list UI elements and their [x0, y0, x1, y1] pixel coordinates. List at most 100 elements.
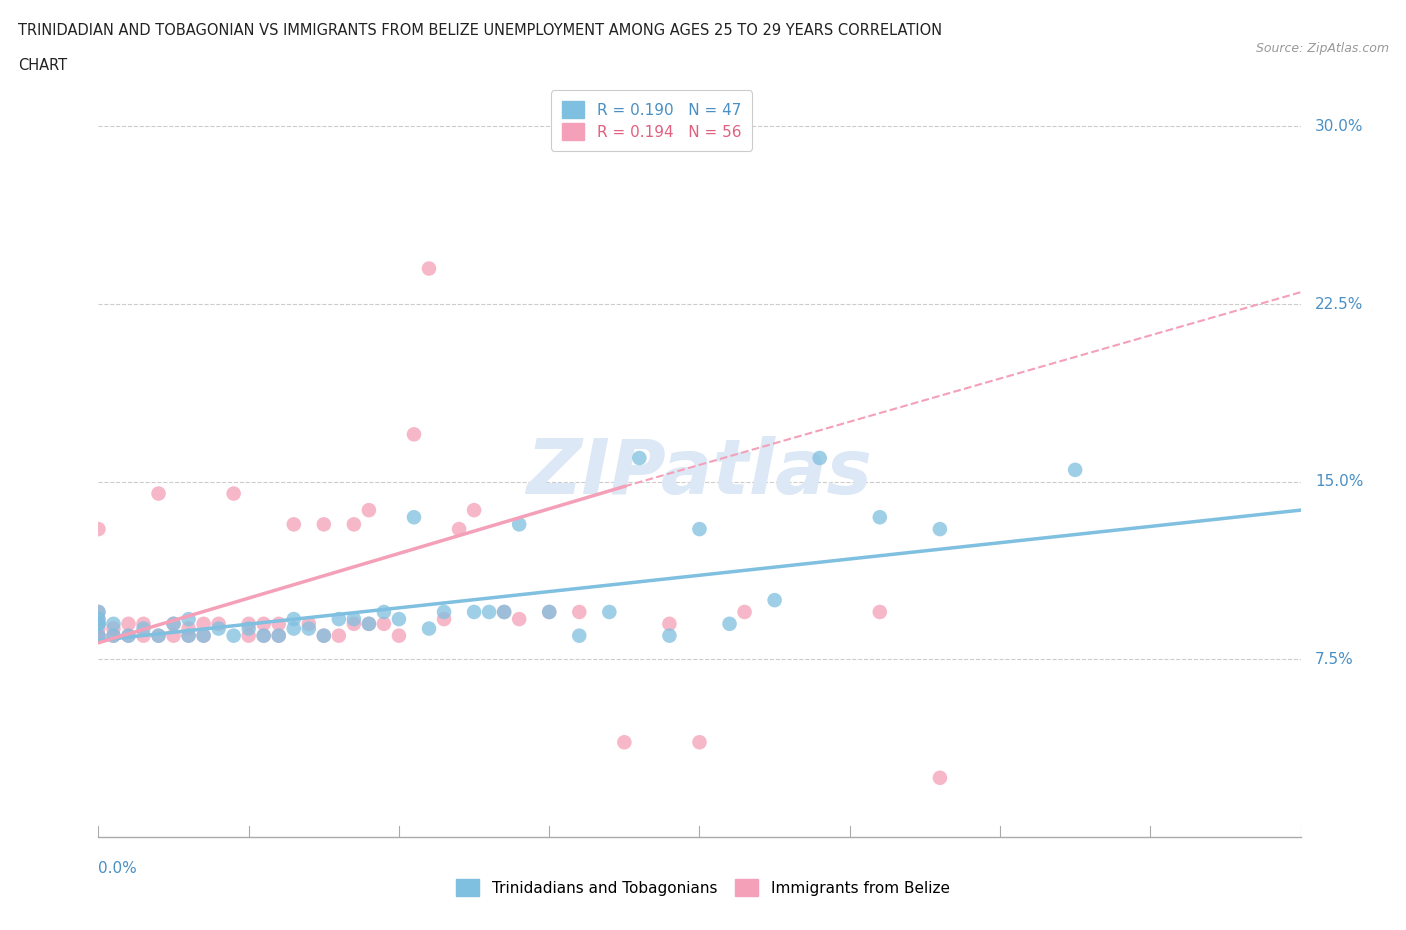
- Point: [568, 604, 591, 619]
- Text: 22.5%: 22.5%: [1315, 297, 1364, 312]
- Point: [132, 629, 155, 644]
- Point: [328, 612, 350, 627]
- Point: [343, 617, 366, 631]
- Point: [193, 617, 215, 631]
- Point: [388, 629, 411, 644]
- Point: [928, 770, 950, 785]
- Point: [177, 621, 200, 636]
- Point: [658, 617, 681, 631]
- Point: [373, 617, 395, 631]
- Point: [177, 629, 200, 644]
- Point: [494, 604, 516, 619]
- Point: [87, 522, 110, 537]
- Point: [718, 617, 741, 631]
- Point: [177, 612, 200, 627]
- Point: [103, 629, 125, 644]
- Point: [343, 612, 366, 627]
- Point: [267, 629, 290, 644]
- Point: [87, 629, 110, 644]
- Point: [87, 617, 110, 631]
- Point: [463, 604, 485, 619]
- Point: [433, 612, 456, 627]
- Point: [298, 617, 321, 631]
- Point: [658, 629, 681, 644]
- Point: [312, 517, 335, 532]
- Point: [208, 621, 231, 636]
- Point: [357, 503, 380, 518]
- Point: [463, 503, 485, 518]
- Point: [283, 612, 305, 627]
- Point: [494, 604, 516, 619]
- Legend: Trinidadians and Tobagonians, Immigrants from Belize: Trinidadians and Tobagonians, Immigrants…: [450, 873, 956, 902]
- Point: [538, 604, 561, 619]
- Point: [87, 617, 110, 631]
- Point: [87, 629, 110, 644]
- Point: [238, 617, 260, 631]
- Point: [388, 612, 411, 627]
- Point: [177, 629, 200, 644]
- Point: [87, 612, 110, 627]
- Point: [87, 612, 110, 627]
- Point: [343, 517, 366, 532]
- Text: 7.5%: 7.5%: [1315, 652, 1354, 667]
- Point: [132, 621, 155, 636]
- Text: Source: ZipAtlas.com: Source: ZipAtlas.com: [1256, 42, 1389, 55]
- Point: [568, 629, 591, 644]
- Point: [117, 617, 139, 631]
- Point: [869, 604, 891, 619]
- Point: [162, 629, 184, 644]
- Text: 0.0%: 0.0%: [98, 861, 138, 876]
- Point: [508, 612, 530, 627]
- Point: [267, 617, 290, 631]
- Text: 15.0%: 15.0%: [1315, 474, 1364, 489]
- Point: [808, 451, 831, 466]
- Point: [117, 629, 139, 644]
- Text: CHART: CHART: [18, 58, 67, 73]
- Point: [373, 604, 395, 619]
- Point: [253, 629, 276, 644]
- Point: [87, 604, 110, 619]
- Point: [447, 522, 470, 537]
- Text: 30.0%: 30.0%: [1315, 119, 1364, 134]
- Point: [298, 621, 321, 636]
- Text: ZIPatlas: ZIPatlas: [526, 436, 873, 511]
- Point: [1064, 462, 1087, 477]
- Point: [193, 629, 215, 644]
- Point: [598, 604, 620, 619]
- Point: [148, 629, 170, 644]
- Point: [478, 604, 501, 619]
- Point: [402, 427, 425, 442]
- Point: [613, 735, 636, 750]
- Point: [117, 629, 139, 644]
- Point: [162, 617, 184, 631]
- Point: [928, 522, 950, 537]
- Point: [312, 629, 335, 644]
- Point: [418, 621, 440, 636]
- Point: [103, 621, 125, 636]
- Point: [312, 629, 335, 644]
- Text: TRINIDADIAN AND TOBAGONIAN VS IMMIGRANTS FROM BELIZE UNEMPLOYMENT AMONG AGES 25 : TRINIDADIAN AND TOBAGONIAN VS IMMIGRANTS…: [18, 23, 942, 38]
- Point: [734, 604, 756, 619]
- Point: [628, 451, 651, 466]
- Point: [87, 629, 110, 644]
- Point: [103, 629, 125, 644]
- Point: [87, 604, 110, 619]
- Point: [538, 604, 561, 619]
- Point: [402, 510, 425, 525]
- Point: [162, 617, 184, 631]
- Point: [87, 621, 110, 636]
- Point: [148, 629, 170, 644]
- Point: [357, 617, 380, 631]
- Point: [418, 261, 440, 276]
- Point: [208, 617, 231, 631]
- Legend: R = 0.190   N = 47, R = 0.194   N = 56: R = 0.190 N = 47, R = 0.194 N = 56: [551, 90, 752, 151]
- Point: [763, 592, 786, 607]
- Point: [508, 517, 530, 532]
- Point: [253, 617, 276, 631]
- Point: [103, 617, 125, 631]
- Point: [433, 604, 456, 619]
- Point: [283, 517, 305, 532]
- Point: [222, 629, 245, 644]
- Point: [87, 617, 110, 631]
- Point: [283, 621, 305, 636]
